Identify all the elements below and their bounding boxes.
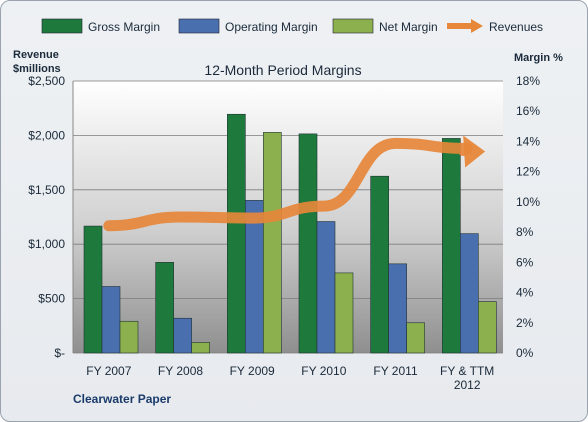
bar-net-margin: [334, 272, 354, 354]
right-tick-label: 8%: [516, 225, 534, 239]
bar-gross-margin: [83, 225, 103, 354]
left-tick-label: $1,000: [28, 237, 65, 251]
right-tick-label: 6%: [516, 255, 534, 269]
bar-net-margin: [406, 322, 425, 354]
bar-net-margin: [119, 320, 139, 354]
legend-label: Operating Margin: [225, 20, 318, 34]
left-tick-label: $2,000: [28, 128, 65, 142]
right-tick-label: 14%: [516, 134, 540, 148]
legend-arrow-icon: [471, 19, 483, 33]
category-label: FY 2011: [373, 364, 418, 378]
right-tick-label: 12%: [516, 165, 540, 179]
left-axis-label-line2: $millions: [13, 63, 61, 75]
bar-operating-margin: [173, 317, 192, 354]
bar-gross-margin: [442, 138, 461, 354]
revenues-line: [103, 137, 473, 232]
right-tick-label: 2%: [516, 316, 534, 330]
left-axis-label-line1: Revenue: [13, 49, 59, 61]
bar-operating-margin: [388, 263, 407, 354]
right-tick-label: 16%: [516, 104, 540, 118]
right-tick-label: 10%: [516, 195, 540, 209]
bar-gross-margin: [298, 133, 318, 354]
legend-swatch: [41, 18, 83, 34]
bar-operating-margin: [460, 233, 479, 354]
category-label: FY 2009: [230, 364, 275, 378]
category-label: FY 2008: [158, 364, 203, 378]
legend-label: Revenues: [489, 20, 543, 34]
legend-swatch: [178, 18, 220, 34]
chart-title: 12-Month Period Margins: [204, 62, 361, 78]
left-tick-label: $500: [38, 292, 65, 306]
category-label: FY 2010: [301, 364, 346, 378]
revenues-arrowhead: [463, 135, 486, 168]
left-tick-label: $2,500: [28, 74, 65, 88]
bar-operating-margin: [316, 221, 336, 354]
company-name: Clearwater Paper: [73, 392, 171, 406]
legend-label: Gross Margin: [88, 20, 160, 34]
right-axis-label: Margin %: [514, 52, 563, 64]
bar-operating-margin: [101, 286, 121, 354]
category-label: FY & TTM: [440, 364, 494, 378]
legend-label: Net Margin: [379, 20, 438, 34]
left-tick-label: $-: [54, 346, 65, 360]
bar-net-margin: [191, 342, 210, 354]
bar-gross-margin: [227, 113, 246, 354]
right-tick-label: 4%: [516, 286, 534, 300]
bar-net-margin: [263, 132, 282, 354]
right-tick-label: 18%: [516, 74, 540, 88]
bar-gross-margin: [155, 262, 174, 354]
bar-gross-margin: [370, 175, 389, 354]
left-tick-label: $1,500: [28, 183, 65, 197]
bar-net-margin: [478, 301, 497, 354]
right-tick-label: 0%: [516, 346, 534, 360]
category-label: FY 2007: [86, 364, 131, 378]
legend-swatch: [332, 18, 374, 34]
category-label: 2012: [454, 378, 481, 392]
